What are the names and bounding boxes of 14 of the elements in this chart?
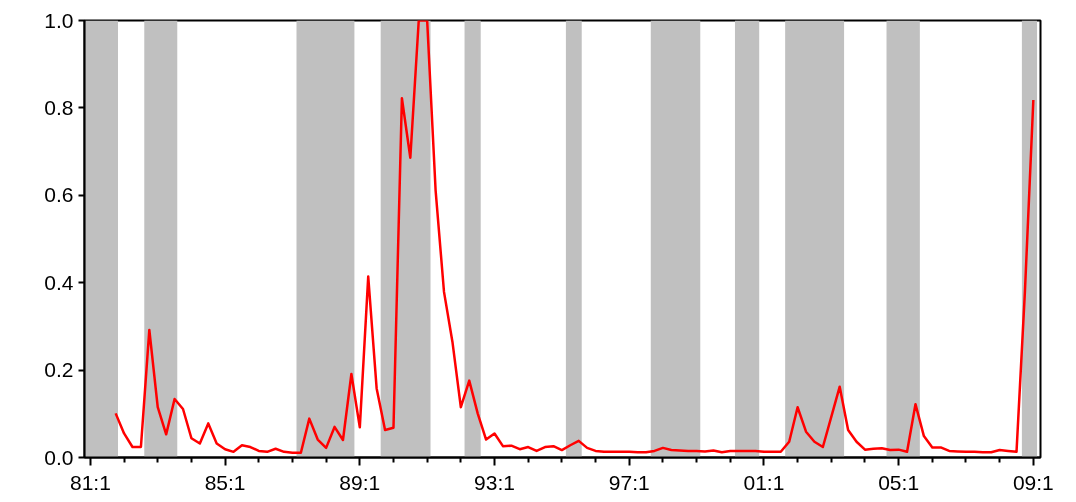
y-tick-label: 0.0	[44, 445, 74, 469]
y-tick-label: 0.2	[44, 358, 74, 382]
y-tick-label: 1.0	[44, 8, 74, 32]
y-tick-label: 0.6	[44, 183, 74, 207]
x-tick-label: 01:1	[743, 470, 785, 494]
x-tick-label: 93:1	[474, 470, 515, 494]
x-tick-label: 97:1	[608, 470, 650, 494]
y-tick-label: 0.4	[44, 270, 74, 294]
x-tick-label: 05:1	[878, 470, 920, 494]
x-tick-label: 85:1	[204, 470, 246, 494]
x-tick-label: 09:1	[1012, 470, 1054, 494]
x-tick-label: 89:1	[339, 470, 381, 494]
y-tick-label: 0.8	[44, 95, 74, 119]
x-tick-label: 81:1	[69, 470, 111, 494]
